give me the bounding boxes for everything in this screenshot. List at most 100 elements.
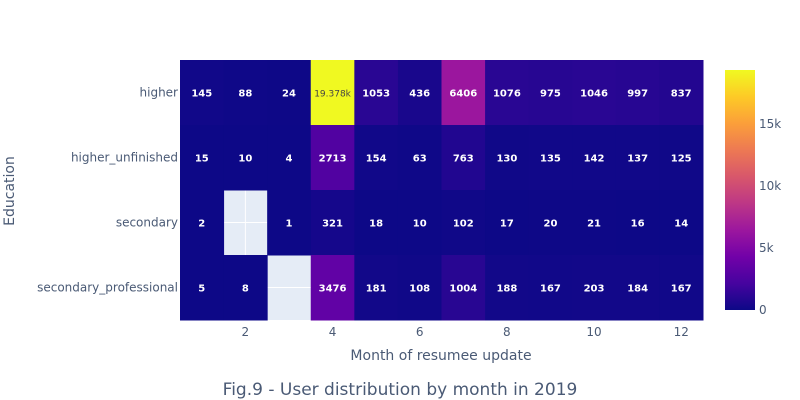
heatmap-cell (485, 190, 530, 256)
cell-value-label: 18 (369, 219, 383, 230)
y-tick-label: secondary_professional (37, 281, 178, 295)
cell-value-label: 167 (671, 284, 692, 295)
heatmap-cell (441, 255, 486, 321)
heatmap-cell (528, 190, 573, 256)
cell-value-label: 2 (198, 219, 205, 230)
heatmap-cell (180, 125, 225, 191)
cell-value-label: 142 (584, 154, 605, 165)
cell-value-label: 188 (496, 284, 517, 295)
cell-value-label: 1 (285, 219, 292, 230)
y-tick-label: secondary (116, 216, 178, 230)
cell-value-label: 1076 (493, 89, 521, 100)
heatmap-cell (223, 255, 268, 321)
y-tick-label: higher (140, 86, 179, 100)
x-tick-label: 6 (416, 325, 424, 339)
cell-value-label: 88 (238, 89, 252, 100)
heatmap-cell (223, 125, 268, 191)
cell-value-label: 975 (540, 89, 561, 100)
heatmap-cell (267, 190, 312, 256)
cell-value-label: 8 (242, 284, 249, 295)
heatmap-cell (659, 255, 704, 321)
x-axis-title: Month of resumee update (350, 348, 531, 364)
cell-value-label: 837 (671, 89, 692, 100)
heatmap-cell (485, 125, 530, 191)
cell-labels: 145 88 24 19.378k 1053 436 6406 1076 975 1046 997 8… (191, 89, 691, 295)
heatmap-cell (180, 60, 225, 126)
cell-value-label: 763 (453, 154, 474, 165)
heatmap-cell (572, 60, 617, 126)
heatmap-cell (572, 190, 617, 256)
cell-value-label: 1046 (580, 89, 608, 100)
x-tick-label: 12 (674, 325, 689, 339)
heatmap-cell (615, 255, 660, 321)
colorbar-tick-label: 5k (759, 241, 774, 255)
heatmap-cell (354, 255, 399, 321)
y-axis-title: Education (2, 156, 18, 226)
heatmap-cells (180, 60, 704, 321)
cell-value-label: 203 (584, 284, 605, 295)
cell-value-label: 2713 (319, 154, 347, 165)
colorbar-tick-label: 0 (759, 303, 767, 317)
cell-value-label: 154 (366, 154, 387, 165)
heatmap-cell (441, 60, 486, 126)
colorbar: 0 5k 10k 15k (725, 70, 781, 317)
heatmap-cell (354, 125, 399, 191)
cell-value-label: 14 (674, 219, 688, 230)
heatmap-cell (615, 60, 660, 126)
cell-value-label: 21 (587, 219, 601, 230)
heatmap-cell (310, 255, 355, 321)
heatmap-cell (180, 255, 225, 321)
cell-value-label: 167 (540, 284, 561, 295)
heatmap-cell (572, 125, 617, 191)
cell-value-label: 436 (409, 89, 430, 100)
cell-value-label: 3476 (319, 284, 347, 295)
cell-value-label: 4 (285, 154, 292, 165)
cell-value-label: 63 (413, 154, 427, 165)
heatmap-cell (615, 190, 660, 256)
heatmap-cell (441, 190, 486, 256)
cell-value-label: 125 (671, 154, 692, 165)
cell-value-label: 135 (540, 154, 561, 165)
heatmap-cell (572, 255, 617, 321)
heatmap-cell (223, 60, 268, 126)
cell-value-label: 24 (282, 89, 296, 100)
x-axis-ticks: 2 4 6 8 10 12 (242, 325, 689, 339)
heatmap-cell (528, 255, 573, 321)
cell-value-label: 17 (500, 219, 514, 230)
cell-value-label: 20 (543, 219, 557, 230)
heatmap-cell (528, 125, 573, 191)
cell-value-label: 5 (198, 284, 205, 295)
cell-value-label: 130 (496, 154, 517, 165)
heatmap-cell (354, 60, 399, 126)
heatmap-cell (310, 60, 355, 126)
x-tick-label: 10 (586, 325, 601, 339)
cell-value-label: 145 (191, 89, 212, 100)
x-tick-label: 4 (329, 325, 337, 339)
colorbar-tick-label: 15k (759, 117, 781, 131)
cell-value-label: 1004 (449, 284, 477, 295)
heatmap-cell (528, 60, 573, 126)
cell-value-label: 137 (627, 154, 648, 165)
cell-value-label: 321 (322, 219, 343, 230)
cell-value-label: 102 (453, 219, 474, 230)
heatmap-cell (354, 190, 399, 256)
heatmap-cell (659, 125, 704, 191)
heatmap-cell (397, 255, 442, 321)
cell-value-label: 6406 (449, 89, 477, 100)
chart-title: Fig.9 - User distribution by month in 20… (223, 380, 578, 400)
x-tick-label: 8 (503, 325, 511, 339)
heatmap-cell (267, 125, 312, 191)
heatmap-cell (485, 60, 530, 126)
cell-value-label: 108 (409, 284, 430, 295)
cell-value-label: 16 (631, 219, 645, 230)
heatmap-cell (310, 190, 355, 256)
y-tick-label: higher_unfinished (71, 151, 178, 165)
cell-value-label: 1053 (362, 89, 390, 100)
cell-value-label: 184 (627, 284, 648, 295)
heatmap-cell (180, 190, 225, 256)
heatmap-cell (615, 125, 660, 191)
cell-value-label: 10 (238, 154, 252, 165)
heatmap-cell (397, 190, 442, 256)
